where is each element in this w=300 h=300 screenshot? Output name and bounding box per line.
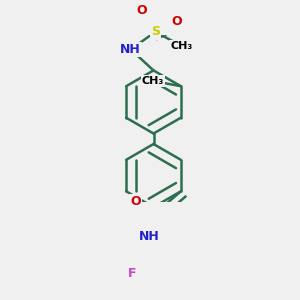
Text: CH₃: CH₃: [142, 76, 164, 86]
Text: F: F: [128, 267, 137, 280]
Text: CH₃: CH₃: [170, 41, 193, 51]
Text: O: O: [171, 15, 181, 28]
Text: NH: NH: [139, 230, 160, 243]
Text: O: O: [136, 4, 147, 17]
Text: O: O: [130, 195, 141, 208]
Text: S: S: [151, 26, 160, 38]
Text: NH: NH: [120, 43, 141, 56]
